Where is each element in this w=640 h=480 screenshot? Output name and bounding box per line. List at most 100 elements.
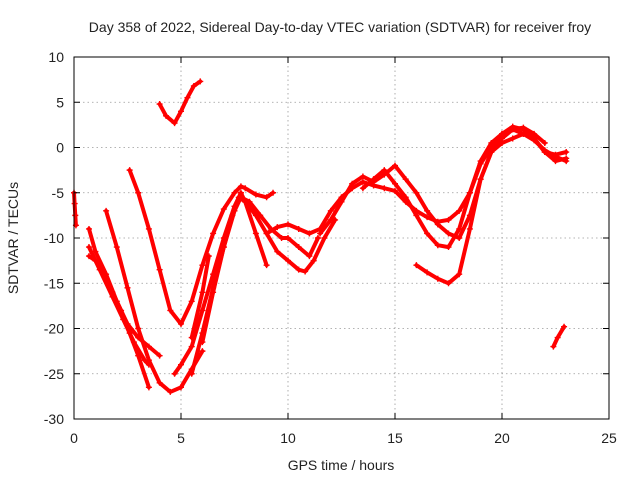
data-point [113, 244, 120, 251]
data-point [563, 149, 570, 156]
data-point [295, 244, 302, 251]
data-point [188, 334, 195, 341]
data-point [156, 266, 163, 273]
data-point [477, 160, 484, 167]
x-axis-label: GPS time / hours [288, 457, 395, 473]
data-point [381, 167, 388, 174]
data-point [235, 194, 242, 201]
data-point [145, 384, 152, 391]
grid-lines [74, 57, 609, 419]
y-axis-label: SDTVAR / TECUs [5, 182, 21, 294]
data-point [178, 384, 184, 391]
data-point [370, 176, 377, 183]
data-point [541, 139, 548, 146]
data-point [85, 253, 92, 260]
data-point [392, 187, 398, 194]
data-point [285, 235, 291, 241]
data-point [85, 225, 92, 232]
data-point [285, 221, 291, 228]
data-point [306, 253, 313, 260]
data-point [237, 183, 244, 190]
data-point [229, 212, 236, 219]
data-point [456, 225, 463, 232]
data-point [220, 244, 227, 251]
y-tick-label: -15 [44, 275, 64, 291]
data-point [413, 262, 420, 269]
series-arc-7 [156, 78, 204, 127]
data-point [531, 130, 538, 137]
data-point [178, 320, 184, 327]
data-point [561, 323, 568, 330]
x-tick-label: 5 [177, 430, 185, 446]
data-point [552, 158, 559, 165]
data-point [392, 162, 398, 169]
series-arc-15 [413, 124, 548, 287]
data-point [445, 216, 452, 223]
data-point [135, 189, 142, 196]
series-line [360, 124, 569, 250]
data-point [445, 280, 452, 287]
data-point [310, 257, 317, 264]
data-point [135, 325, 142, 332]
data-point [424, 269, 431, 276]
data-point [167, 388, 174, 395]
data-point [456, 271, 463, 278]
data-point [466, 189, 473, 196]
x-tick-label: 25 [601, 430, 617, 446]
data-point [210, 289, 217, 296]
data-point [349, 180, 356, 187]
data-point [424, 214, 431, 221]
data-point [178, 361, 184, 368]
data-point [163, 112, 170, 119]
data-point [263, 194, 270, 201]
data-point [210, 230, 217, 237]
series-arc-9 [188, 253, 212, 341]
data-point [71, 200, 78, 207]
x-tick-label: 20 [494, 430, 510, 446]
data-point [188, 298, 195, 305]
data-point [392, 180, 398, 187]
data-point [456, 235, 463, 241]
data-point [413, 212, 420, 219]
data-point [199, 289, 206, 296]
series-line [104, 208, 205, 394]
data-point [156, 379, 163, 386]
data-point [477, 176, 484, 183]
data-point [263, 230, 270, 237]
data-point [199, 348, 206, 355]
data-point [541, 149, 548, 156]
data-point [550, 343, 557, 350]
data-point [285, 257, 291, 264]
data-point [242, 198, 249, 205]
data-point [197, 78, 204, 85]
data-point [327, 216, 334, 223]
data-point [118, 307, 125, 314]
data-point [145, 225, 152, 232]
series-arc-4 [85, 253, 152, 391]
data-point [424, 207, 431, 214]
y-tick-label: 0 [56, 140, 64, 156]
data-point [231, 189, 238, 196]
data-point [184, 94, 191, 101]
data-point [156, 101, 163, 108]
x-tick-labels: 0 5 10 15 20 25 [70, 430, 617, 446]
data-point [302, 268, 309, 275]
y-tick-label: -20 [44, 321, 64, 337]
data-point [188, 343, 195, 350]
data-point [199, 307, 206, 314]
data-point [126, 330, 133, 337]
series-arc-8 [171, 189, 270, 377]
data-point [92, 257, 99, 264]
data-point [306, 230, 313, 237]
data-point [359, 173, 366, 180]
y-tick-label: -10 [44, 230, 64, 246]
data-point [327, 207, 334, 214]
data-point [242, 185, 249, 192]
data-point [413, 189, 420, 196]
x-tick-label: 15 [387, 430, 403, 446]
data-point [171, 370, 178, 377]
data-point [124, 284, 131, 291]
data-point [317, 230, 324, 237]
